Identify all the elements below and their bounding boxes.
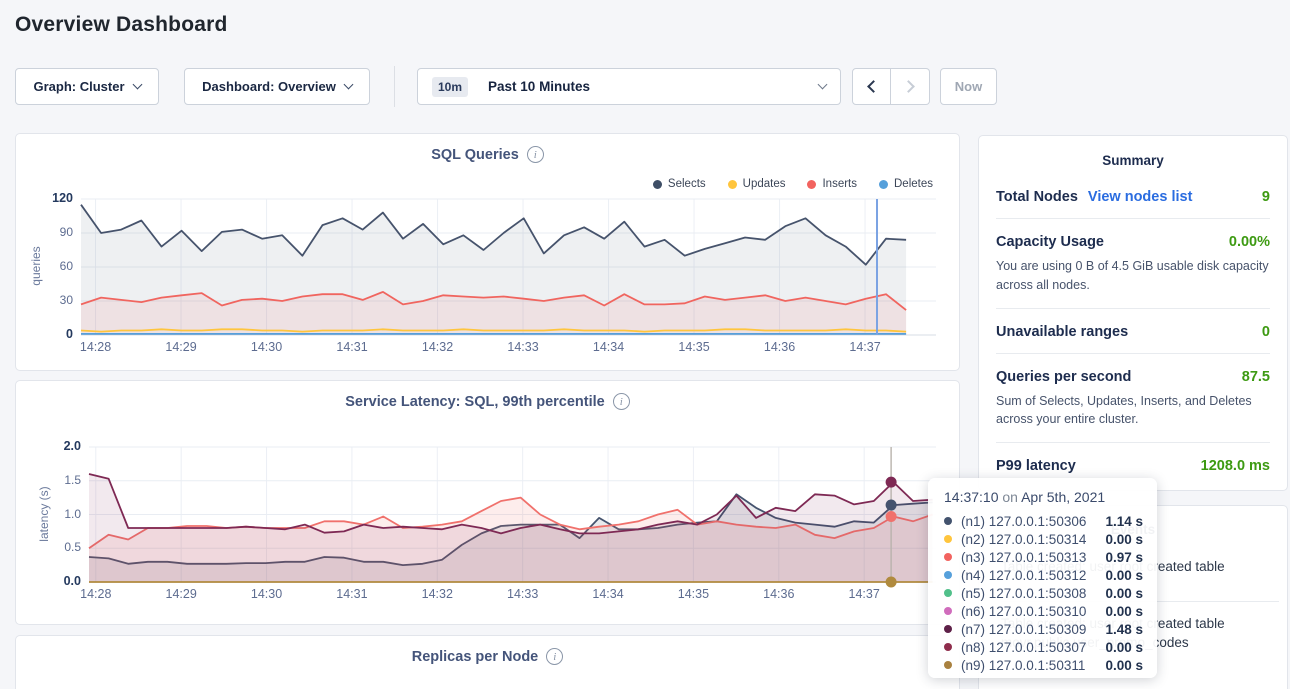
- time-range-label: Past 10 Minutes: [488, 79, 810, 94]
- hover-point-dot: [886, 511, 897, 522]
- tooltip-node-list: (n1) 127.0.0.1:503061.14 s(n2) 127.0.0.1…: [944, 512, 1143, 674]
- tooltip-row: (n4) 127.0.0.1:50312 0.00 s: [944, 566, 1143, 584]
- time-nav-buttons: [852, 68, 930, 105]
- hover-point-dot: [886, 477, 897, 488]
- node-latency-value: 0.00 s: [1105, 640, 1143, 655]
- summary-title: Summary: [979, 136, 1287, 168]
- page-title: Overview Dashboard: [15, 13, 228, 37]
- node-latency-value: 1.48 s: [1105, 622, 1143, 637]
- chart-plot-area[interactable]: [16, 134, 959, 370]
- node-address: (n3) 127.0.0.1:50313: [961, 550, 1097, 565]
- node-latency-value: 0.00 s: [1105, 604, 1143, 619]
- tooltip-row: (n3) 127.0.0.1:50313 0.97 s: [944, 548, 1143, 566]
- sql-queries-chart-panel: SQL Queries i SelectsUpdatesInsertsDelet…: [15, 133, 960, 371]
- time-range-badge: 10m: [432, 77, 468, 97]
- tooltip-row: (n7) 127.0.0.1:50309 1.48 s: [944, 620, 1143, 638]
- total-nodes-label: Total Nodes: [996, 189, 1078, 205]
- tooltip-row: (n9) 127.0.0.1:50311 0.00 s: [944, 656, 1143, 674]
- chevron-left-icon: [867, 80, 880, 93]
- tooltip-timestamp: 14:37:10 on Apr 5th, 2021: [944, 489, 1143, 505]
- node-address: (n9) 127.0.0.1:50311: [961, 658, 1097, 673]
- node-color-dot: [944, 535, 952, 543]
- chevron-down-icon: [132, 80, 142, 90]
- summary-row-capacity-usage: Capacity Usage 0.00% You are using 0 B o…: [996, 218, 1270, 308]
- service-latency-chart-panel: Service Latency: SQL, 99th percentile i …: [15, 380, 960, 625]
- node-color-dot: [944, 589, 952, 597]
- node-color-dot: [944, 553, 952, 561]
- dashboard-selector-dropdown[interactable]: Dashboard: Overview: [184, 68, 370, 105]
- node-latency-value: 0.00 s: [1105, 586, 1143, 601]
- replicas-per-node-chart-title: Replicas per Node: [412, 649, 539, 665]
- node-color-dot: [944, 517, 952, 525]
- node-color-dot: [944, 571, 952, 579]
- chevron-right-icon: [902, 80, 915, 93]
- p99-latency-value: 1208.0 ms: [1201, 458, 1270, 474]
- time-prev-button[interactable]: [852, 68, 891, 105]
- chart-hover-tooltip: 14:37:10 on Apr 5th, 2021 (n1) 127.0.0.1…: [928, 478, 1157, 678]
- chevron-down-icon: [818, 80, 828, 90]
- now-button[interactable]: Now: [940, 68, 997, 105]
- node-color-dot: [944, 643, 952, 651]
- p99-latency-label: P99 latency: [996, 458, 1076, 474]
- queries-per-second-value: 87.5: [1242, 369, 1270, 385]
- time-next-button[interactable]: [891, 68, 930, 105]
- node-latency-value: 0.00 s: [1105, 532, 1143, 547]
- graph-selector-label: Graph: Cluster: [33, 79, 124, 94]
- graph-selector-dropdown[interactable]: Graph: Cluster: [15, 68, 159, 105]
- hover-point-dot: [886, 500, 897, 511]
- node-address: (n7) 127.0.0.1:50309: [961, 622, 1097, 637]
- chevron-down-icon: [343, 80, 353, 90]
- queries-per-second-label: Queries per second: [996, 369, 1131, 385]
- summary-row-total-nodes: Total Nodes View nodes list 9: [996, 174, 1270, 218]
- tooltip-row: (n8) 127.0.0.1:50307 0.00 s: [944, 638, 1143, 656]
- dashboard-selector-label: Dashboard: Overview: [202, 79, 336, 94]
- unavailable-ranges-value: 0: [1262, 324, 1270, 340]
- node-latency-value: 0.00 s: [1105, 568, 1143, 583]
- node-address: (n4) 127.0.0.1:50312: [961, 568, 1097, 583]
- node-address: (n8) 127.0.0.1:50307: [961, 640, 1097, 655]
- node-color-dot: [944, 625, 952, 633]
- capacity-usage-value: 0.00%: [1229, 234, 1270, 250]
- summary-panel: Summary Total Nodes View nodes list 9 Ca…: [978, 135, 1288, 491]
- node-address: (n6) 127.0.0.1:50310: [961, 604, 1097, 619]
- overview-dashboard-page: Overview Dashboard Graph: Cluster Dashbo…: [0, 0, 1290, 689]
- node-address: (n1) 127.0.0.1:50306: [961, 514, 1097, 529]
- replicas-per-node-chart-panel: Replicas per Node i: [15, 635, 960, 689]
- view-nodes-list-link[interactable]: View nodes list: [1088, 189, 1193, 205]
- node-latency-value: 0.00 s: [1105, 658, 1143, 673]
- node-address: (n2) 127.0.0.1:50314: [961, 532, 1097, 547]
- unavailable-ranges-label: Unavailable ranges: [996, 324, 1128, 340]
- toolbar-divider: [394, 66, 395, 107]
- tooltip-row: (n5) 127.0.0.1:50308 0.00 s: [944, 584, 1143, 602]
- node-color-dot: [944, 607, 952, 615]
- tooltip-row: (n6) 127.0.0.1:50310 0.00 s: [944, 602, 1143, 620]
- node-latency-value: 0.97 s: [1105, 550, 1143, 565]
- queries-per-second-description: Sum of Selects, Updates, Inserts, and De…: [996, 392, 1270, 430]
- node-color-dot: [944, 661, 952, 669]
- summary-row-unavailable-ranges: Unavailable ranges 0: [996, 308, 1270, 353]
- tooltip-row: (n2) 127.0.0.1:50314 0.00 s: [944, 530, 1143, 548]
- node-address: (n5) 127.0.0.1:50308: [961, 586, 1097, 601]
- info-icon[interactable]: i: [546, 648, 563, 665]
- time-range-selector[interactable]: 10m Past 10 Minutes: [417, 68, 841, 105]
- total-nodes-value: 9: [1262, 189, 1270, 205]
- capacity-usage-label: Capacity Usage: [996, 234, 1104, 250]
- chart-plot-area[interactable]: [16, 381, 959, 624]
- node-latency-value: 1.14 s: [1105, 514, 1143, 529]
- hover-point-dot: [886, 577, 897, 588]
- capacity-usage-description: You are using 0 B of 4.5 GiB usable disk…: [996, 257, 1270, 295]
- tooltip-row: (n1) 127.0.0.1:50306 1.14 s: [944, 512, 1143, 530]
- summary-row-queries-per-second: Queries per second 87.5 Sum of Selects, …: [996, 353, 1270, 443]
